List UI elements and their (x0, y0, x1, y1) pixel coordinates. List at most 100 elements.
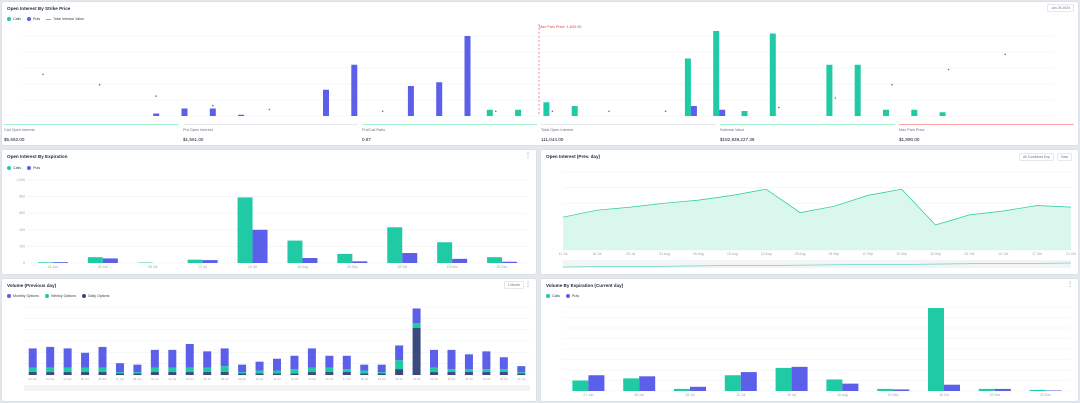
x-tick-label: 01 Jul (151, 377, 159, 381)
weekly-bar (412, 323, 421, 328)
x-tick-label: 17 Jul (343, 377, 351, 381)
legend-daily[interactable]: Daily Options (82, 294, 109, 298)
legend-calls[interactable]: Calls (7, 166, 21, 170)
daily-bar (499, 372, 508, 375)
x-tick-label: 11 Jul (273, 377, 281, 381)
x-tick-label: 21 Jun (46, 377, 55, 381)
monthly-bar (185, 343, 194, 368)
stat-value: 0.87 (362, 137, 371, 142)
oi-prev-title: Open Interest (Prev. day) (546, 154, 601, 159)
legend-calls-label: Calls (13, 166, 21, 170)
oi-prev-panel: Open Interest (Prev. day) All Combined E… (540, 149, 1079, 275)
daily-bar (255, 373, 264, 375)
stat-value: $5,662.00 (4, 137, 25, 142)
legend-calls[interactable]: Calls (7, 17, 21, 21)
calls-bar (87, 257, 103, 263)
legend-puts[interactable]: Puts (566, 294, 579, 298)
puts-bar (842, 383, 859, 391)
puts-bar (252, 229, 268, 263)
expiration-menu-icon[interactable]: ⋮ (525, 153, 531, 159)
intrinsic-dot (155, 95, 157, 97)
weekly-bar (430, 367, 439, 373)
stat-divider (183, 124, 358, 125)
y-tick-label: 600 (19, 211, 25, 215)
oi-line (562, 188, 1072, 226)
legend-monthly[interactable]: Monthly Options (7, 294, 39, 298)
calls-bar (623, 378, 640, 391)
calls-bar (978, 388, 995, 391)
exp-filter-select[interactable]: All Combined Exp (1019, 153, 1054, 161)
strike-date-select[interactable]: Jun 26 2024 (1047, 4, 1074, 12)
daily-bar (133, 373, 142, 375)
legend-puts[interactable]: Puts (27, 166, 40, 170)
legend-calls[interactable]: Calls (546, 294, 560, 298)
weekly-bar (63, 367, 72, 373)
calls-bar (387, 227, 403, 263)
legend-total[interactable]: Total Intrinsic Value (46, 17, 84, 21)
monthly-bar (46, 346, 55, 368)
x-tick-label: 20 Dec (497, 265, 508, 269)
legend-puts[interactable]: Puts (27, 17, 40, 21)
calls-bar (487, 257, 503, 263)
x-tick-label: 15 Nov (447, 265, 458, 269)
monthly-bar (133, 364, 142, 373)
expiration-title: Open Interest By Expiration (7, 154, 68, 159)
legend-calls-label: Calls (13, 17, 21, 21)
daily-dot (82, 294, 87, 298)
total-select[interactable]: Total (1056, 153, 1072, 161)
daily-bar (28, 372, 37, 375)
legend-monthly-label: Monthly Options (13, 294, 39, 298)
x-tick-label: 20 Sep (347, 265, 358, 269)
stat-divider (899, 124, 1074, 125)
x-tick-label: 24 Oct (1066, 252, 1076, 256)
daily-bar (517, 373, 526, 375)
daily-bar (307, 372, 316, 375)
intrinsic-dot (381, 110, 384, 113)
monthly-bar (290, 355, 299, 370)
daily-bar (325, 372, 334, 375)
intrinsic-dot (495, 110, 497, 113)
navigator-strip (24, 385, 530, 391)
monthly-bar (360, 364, 369, 371)
calls-bar (911, 109, 918, 116)
expiration-legend: Calls Puts (7, 166, 40, 170)
calls-bar (928, 308, 944, 391)
x-tick-label: 28 Jun (634, 393, 644, 397)
puts-bar (351, 64, 358, 116)
daily-bar (98, 372, 107, 375)
intrinsic-dot (325, 110, 327, 113)
calls-bar (237, 197, 253, 263)
calls-bar (854, 64, 861, 116)
weekly-bar (325, 367, 334, 373)
monthly-bar (98, 346, 107, 368)
x-tick-label: 05 Jul (685, 393, 694, 397)
volume-menu-icon[interactable]: ⋮ (525, 282, 531, 288)
total-dash (46, 18, 52, 20)
calls-dot (7, 166, 11, 170)
x-tick-label: 12 Jul (736, 393, 745, 397)
daily-bar (220, 372, 229, 375)
intrinsic-dot (947, 68, 950, 71)
volume-range-select[interactable]: 1 Month (503, 281, 524, 289)
x-tick-label: 30 Jul (500, 377, 508, 381)
puts-bar (893, 389, 910, 391)
intrinsic-dot (268, 108, 271, 111)
strike-chart (22, 24, 1054, 117)
vol-exp-menu-icon[interactable]: ⋮ (1067, 282, 1073, 288)
monthly-bar (307, 348, 316, 368)
daily-bar (482, 372, 491, 375)
strike-title: Open Interest By Strike Price (7, 6, 71, 11)
legend-weekly[interactable]: Weekly Options (44, 294, 76, 298)
stat-label: Total Open Interest (541, 128, 574, 132)
puts-bar (452, 258, 468, 263)
calls-bar (572, 380, 589, 391)
stat-label: Call Open Interest (4, 128, 35, 132)
weekly-bar (185, 367, 194, 373)
calls-bar (769, 33, 776, 116)
x-tick-label: 19 Jul (378, 377, 386, 381)
monthly-bar (203, 351, 212, 368)
intrinsic-dot (721, 110, 723, 113)
weekly-bar (220, 366, 229, 373)
x-tick-label: 24 Jun (63, 377, 72, 381)
x-tick-label: 21 Jun (48, 265, 58, 269)
